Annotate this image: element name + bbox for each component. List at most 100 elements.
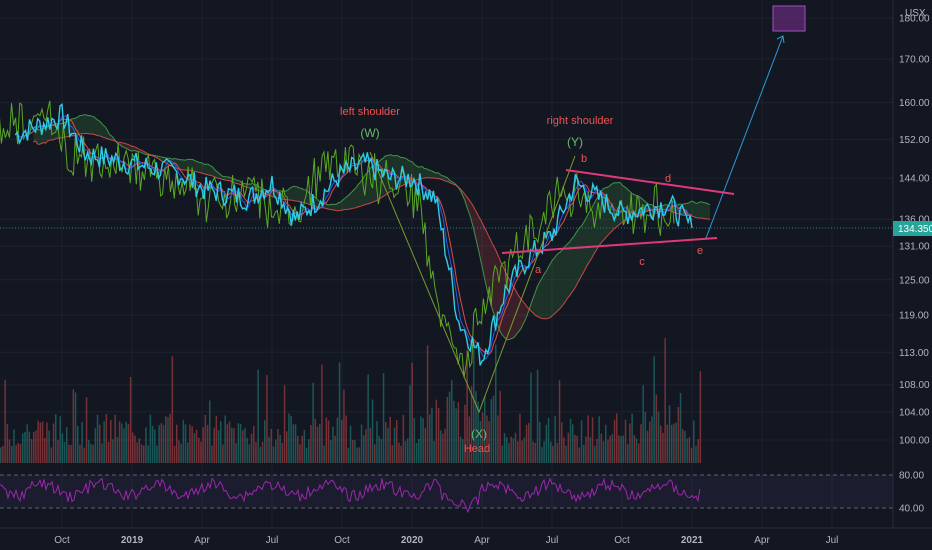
cloud-segment — [538, 280, 541, 319]
volume-bar — [167, 417, 169, 463]
cloud-segment — [299, 188, 302, 203]
time-tick-label: Apr — [194, 535, 210, 546]
volume-bar — [649, 421, 651, 463]
volume-bar — [332, 426, 334, 463]
volume-bar — [231, 427, 233, 463]
time-tick-label: Oct — [334, 535, 350, 546]
volume-bar — [305, 447, 308, 463]
annotation-wave-x: (X) — [471, 427, 487, 441]
volume-bar — [574, 434, 576, 463]
volume-bar — [385, 422, 387, 463]
volume-bar — [640, 424, 642, 463]
cloud-segment — [416, 165, 419, 181]
volume-bar — [620, 435, 622, 463]
currency-label: USX — [905, 8, 926, 19]
cloud-segment — [560, 249, 563, 309]
volume-bar — [499, 390, 501, 463]
volume-bar — [154, 429, 156, 463]
volume-bar — [48, 430, 50, 463]
volume-bar — [4, 379, 6, 463]
volume-bar — [129, 377, 132, 463]
cloud-segment — [107, 130, 110, 140]
volume-bar — [424, 427, 427, 463]
volume-bar — [627, 443, 629, 463]
volume-bar — [292, 424, 295, 463]
volume-bar — [57, 439, 59, 463]
volume-bar — [679, 392, 682, 463]
cloud-segment — [708, 203, 710, 220]
cloud-segment — [441, 175, 444, 181]
volume-bar — [530, 372, 532, 463]
cloud-segment — [91, 116, 94, 135]
price-line — [14, 103, 693, 366]
volume-bar — [96, 414, 99, 463]
volume-bar — [492, 395, 495, 463]
volume-bar — [352, 439, 354, 463]
annotation-d: d — [665, 173, 671, 185]
volume-bar — [638, 443, 640, 463]
volume-bar — [589, 437, 592, 463]
volume-bar — [312, 382, 314, 463]
cloud-segment — [358, 182, 360, 207]
grid-lines — [0, 0, 893, 528]
volume-bar — [490, 399, 493, 463]
volume-bar — [200, 441, 202, 463]
volume-bar — [387, 427, 389, 463]
volume-bar — [545, 424, 548, 463]
time-tick-label: Oct — [614, 535, 630, 546]
volume-bar — [343, 389, 345, 463]
cloud-segment — [431, 170, 434, 179]
volume-bar — [308, 439, 310, 463]
rsi-level-label: 80.00 — [899, 471, 924, 482]
cloud-segment — [77, 115, 80, 135]
volume-bar — [182, 419, 185, 463]
cloud-segment — [433, 172, 436, 179]
cloud-segment — [236, 179, 239, 184]
cloud-segment — [702, 202, 705, 219]
cloud-segment — [95, 118, 98, 136]
volume-bar — [33, 431, 35, 463]
volume-bar — [695, 445, 697, 463]
volume-bar — [457, 402, 460, 463]
cloud-segment — [706, 202, 709, 220]
annotation-right-shoulder: right shoulder — [547, 115, 614, 127]
cloud-segment — [426, 168, 429, 178]
volume-bar — [514, 432, 517, 463]
last-price-value: 134.350 — [898, 224, 932, 235]
volume-bar — [442, 433, 444, 463]
volume-bar — [585, 436, 587, 463]
price-tick-label: 170.00 — [899, 55, 930, 66]
time-axis[interactable]: Oct 2019 Apr Jul Oct 2020 Apr Jul Oct 2021 Apr Jul — [54, 535, 838, 546]
volume-bar — [609, 435, 611, 463]
volume-bar — [578, 447, 581, 463]
volume-bar — [253, 426, 255, 463]
cloud-segment — [700, 201, 703, 219]
time-tick-label: Jul — [266, 535, 279, 546]
cloud-segment — [328, 204, 331, 210]
volume-bar — [299, 444, 301, 463]
cloud-segment — [412, 162, 415, 182]
volume-bar — [259, 446, 262, 463]
volume-bar — [13, 429, 15, 463]
volume-bar — [189, 424, 191, 463]
volume-bar — [101, 443, 103, 463]
volume-bar — [132, 432, 134, 463]
volume-bar — [418, 438, 420, 463]
volume-bar — [169, 413, 171, 463]
cloud-segment — [85, 114, 88, 134]
annotation-wave-y: (Y) — [567, 135, 583, 149]
volume-bar — [547, 418, 550, 463]
volume-bar — [583, 444, 585, 463]
volume-bar — [433, 440, 435, 463]
volume-bar — [629, 423, 631, 463]
volume-bar — [561, 422, 563, 463]
cloud-segment — [562, 247, 565, 306]
annotation-head: Head — [464, 443, 490, 455]
volume-bar — [613, 419, 616, 463]
price-axis[interactable]: 100.00 104.00 108.00 113.00 119.00 125.00 131.… — [899, 14, 930, 515]
volume-bar — [72, 389, 75, 463]
volume-bar — [145, 427, 147, 463]
rsi-band — [0, 475, 893, 508]
volume-bar — [686, 438, 688, 463]
